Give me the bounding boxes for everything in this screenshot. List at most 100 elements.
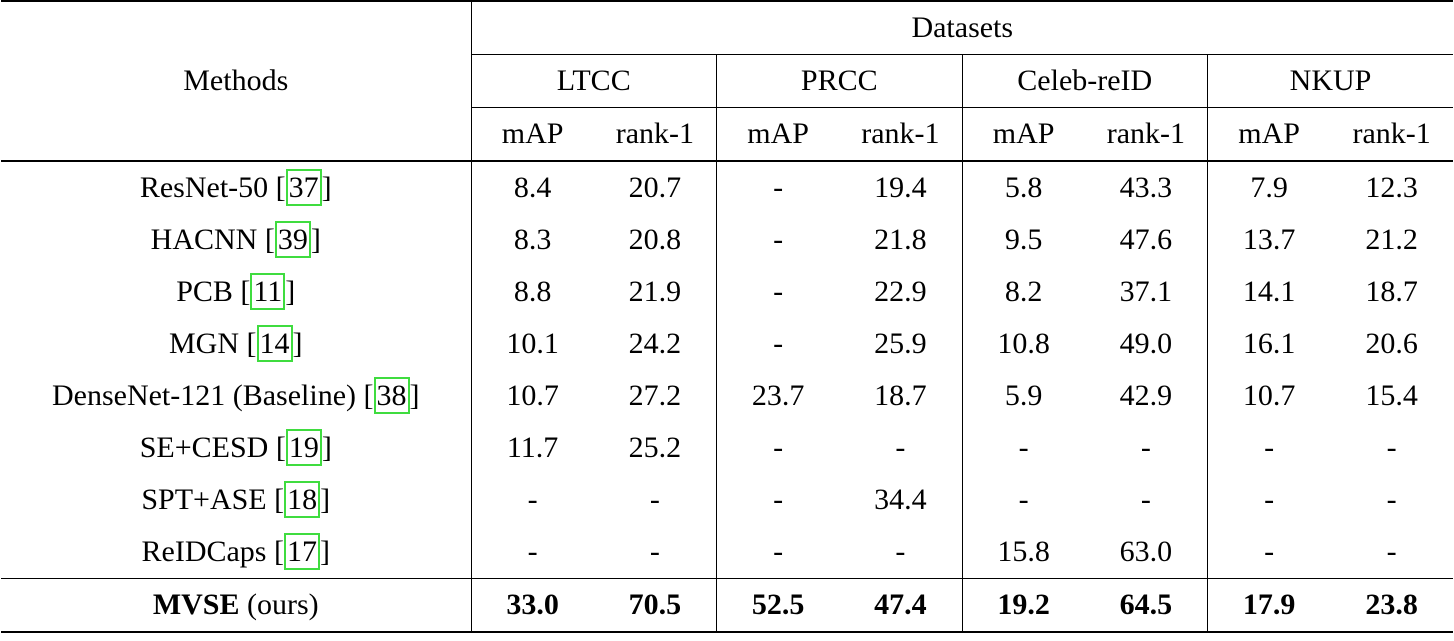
best-value: 23.8 (1365, 588, 1418, 621)
value-cell: - (716, 266, 840, 318)
best-value: 70.5 (628, 588, 682, 621)
value-cell: 15.4 (1365, 379, 1418, 412)
value-cell: 10.8 (961, 318, 1085, 370)
metric-name: rank-1 (1330, 107, 1454, 162)
method-cell: SE+CESD 19 (1, 422, 471, 474)
citation-ref: 18 (284, 481, 321, 518)
value-cell: 37.1 (1119, 275, 1173, 308)
data-row: MGN 1410.124.2-25.910.849.016.120.6 (1, 318, 1453, 370)
best-value: 19.2 (997, 588, 1050, 621)
value-cell: - (895, 535, 906, 568)
value-cell: 10.7 (1207, 370, 1331, 422)
method-cell: ReIDCaps 17 (1, 526, 471, 579)
methods-header: Methods (1, 0, 471, 162)
value-cell: - (716, 526, 840, 579)
citation: 17 (274, 533, 330, 570)
dataset-name: Celeb-reID (961, 54, 1208, 108)
value-cell: - (895, 431, 906, 464)
value-cell: - (716, 214, 840, 266)
value-cell: - (649, 535, 660, 568)
metric-name: mAP (961, 107, 1085, 162)
data-row: SPT+ASE 18---34.4---- (1, 474, 1453, 526)
value-cell: 17.9 (1207, 578, 1331, 633)
method-name: SE+CESD (139, 431, 269, 464)
data-row: PCB 118.821.9-22.98.237.114.118.7 (1, 266, 1453, 318)
best-value: 33.0 (506, 588, 559, 621)
value-cell: - (716, 422, 840, 474)
citation: 37 (276, 169, 332, 206)
citation-ref: 17 (283, 533, 320, 570)
citation-ref: 19 (285, 429, 322, 466)
value-cell: 21.2 (1365, 223, 1418, 256)
value-cell: 33.0 (470, 578, 594, 633)
datasets-header: Datasets (470, 0, 1454, 55)
value-cell: - (470, 474, 594, 526)
value-cell: - (649, 483, 660, 516)
method-cell: SPT+ASE 18 (1, 474, 471, 526)
value-cell: 64.5 (1084, 578, 1208, 633)
value-cell: 25.2 (628, 431, 682, 464)
value-cell: 11.7 (470, 422, 594, 474)
value-cell: 20.8 (628, 223, 682, 256)
method-cell: HACNN 39 (1, 214, 471, 266)
value-cell: 12.3 (1365, 171, 1418, 204)
metric-name: mAP (470, 107, 594, 162)
method-name: HACNN (150, 223, 258, 256)
value-cell: 10.7 (470, 370, 594, 422)
value-cell: 14.1 (1207, 266, 1331, 318)
value-cell: 8.3 (470, 214, 594, 266)
metric-name: mAP (716, 107, 840, 162)
value-cell: 34.4 (874, 483, 927, 516)
value-cell: 8.2 (961, 266, 1085, 318)
value-cell: 49.0 (1119, 327, 1173, 360)
data-row: SE+CESD 1911.725.2------ (1, 422, 1453, 474)
method-name: SPT+ASE (141, 483, 267, 516)
method-name: DenseNet-121 (Baseline) (51, 379, 357, 412)
value-cell: 9.5 (961, 214, 1085, 266)
citation-ref: 11 (250, 273, 286, 310)
value-cell: - (1207, 526, 1331, 579)
citation: 11 (240, 273, 295, 310)
best-value: 17.9 (1242, 588, 1296, 621)
value-cell: 19.4 (874, 171, 927, 204)
best-value: 64.5 (1119, 588, 1173, 621)
method-note: (ours) (247, 588, 319, 621)
value-cell: - (961, 474, 1085, 526)
value-cell: 47.6 (1119, 223, 1173, 256)
value-cell: 5.9 (961, 370, 1085, 422)
citation: 19 (276, 429, 332, 466)
method-name: ReIDCaps (141, 535, 267, 568)
value-cell: 27.2 (628, 379, 682, 412)
value-cell: 25.9 (874, 327, 927, 360)
value-cell: - (961, 422, 1085, 474)
value-cell: - (716, 318, 840, 370)
value-cell: - (1207, 422, 1331, 474)
value-cell: 16.1 (1207, 318, 1331, 370)
dataset-name: PRCC (716, 54, 962, 108)
value-cell: 19.2 (961, 578, 1085, 633)
value-cell: 8.8 (470, 266, 594, 318)
citation-ref: 39 (274, 221, 311, 258)
value-cell: 70.5 (593, 578, 717, 633)
data-row: DenseNet-121 (Baseline) 3810.727.223.718… (1, 370, 1453, 422)
header-row: mAP rank-1 mAP rank-1 mAP rank-1 mAP rank-1 (1, 107, 1454, 162)
value-cell: - (716, 161, 840, 214)
metric-name: rank-1 (593, 107, 717, 162)
value-cell: - (1386, 483, 1397, 516)
metric-name: rank-1 (839, 107, 962, 162)
value-cell: 23.7 (716, 370, 840, 422)
citation-ref: 38 (373, 377, 410, 414)
value-cell: 5.8 (961, 161, 1085, 214)
citation: 14 (247, 325, 303, 362)
value-cell: 10.1 (470, 318, 594, 370)
best-value: 52.5 (751, 588, 805, 621)
data-row: HACNN 398.320.8-21.89.547.613.721.2 (1, 214, 1453, 266)
method-name: PCB (176, 275, 233, 308)
header-row: Methods Datasets (1, 0, 1454, 162)
value-cell: - (1386, 535, 1397, 568)
final-row: MVSE (ours) 33.0 70.5 52.5 47.4 19.2 64.5 17.9 2… (1, 578, 1454, 633)
value-cell: 47.4 (839, 578, 962, 633)
method-name: MGN (168, 327, 239, 360)
citation-ref: 37 (285, 169, 322, 206)
